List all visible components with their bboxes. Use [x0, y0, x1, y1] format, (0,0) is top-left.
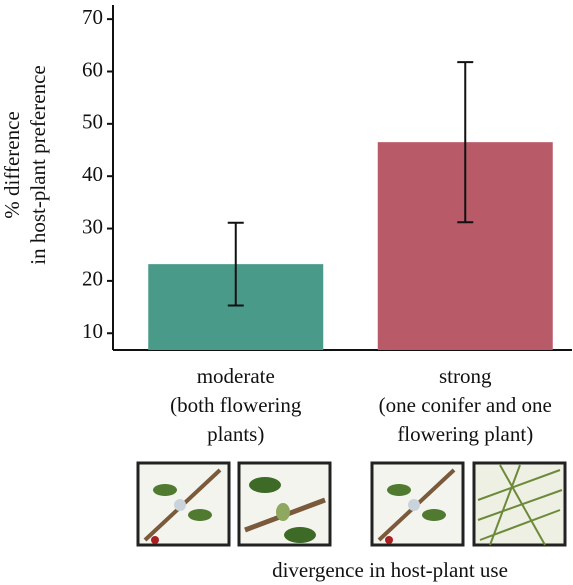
y-tick-label: 20 [82, 267, 103, 291]
plant-image [472, 461, 567, 547]
error-bar [457, 61, 474, 224]
x-tick-label: strong [439, 364, 492, 388]
y-tick-label: 60 [82, 57, 103, 81]
plant-images [136, 461, 567, 547]
plant-image [237, 461, 332, 547]
x-tick-label: (both flowering [170, 393, 302, 417]
y-tick-label: 70 [82, 5, 103, 29]
plant-image [370, 461, 465, 547]
y-tick-label: 10 [82, 319, 103, 343]
x-tick-label: plants) [207, 422, 264, 446]
y-tick-label: 40 [82, 162, 103, 186]
x-axis-label: divergence in host-plant use [272, 558, 508, 582]
y-tick-label: 50 [82, 110, 103, 134]
plant-image [136, 461, 231, 547]
x-tick-label: (one conifer and one [379, 393, 552, 417]
y-axis-label: % difference [0, 111, 24, 218]
y-axis-label: in host-plant preference [26, 65, 50, 264]
x-tick-label: moderate [197, 364, 275, 388]
x-tick-label: flowering plant) [397, 422, 533, 446]
error-bar [227, 221, 244, 307]
y-tick-label: 30 [82, 214, 103, 238]
